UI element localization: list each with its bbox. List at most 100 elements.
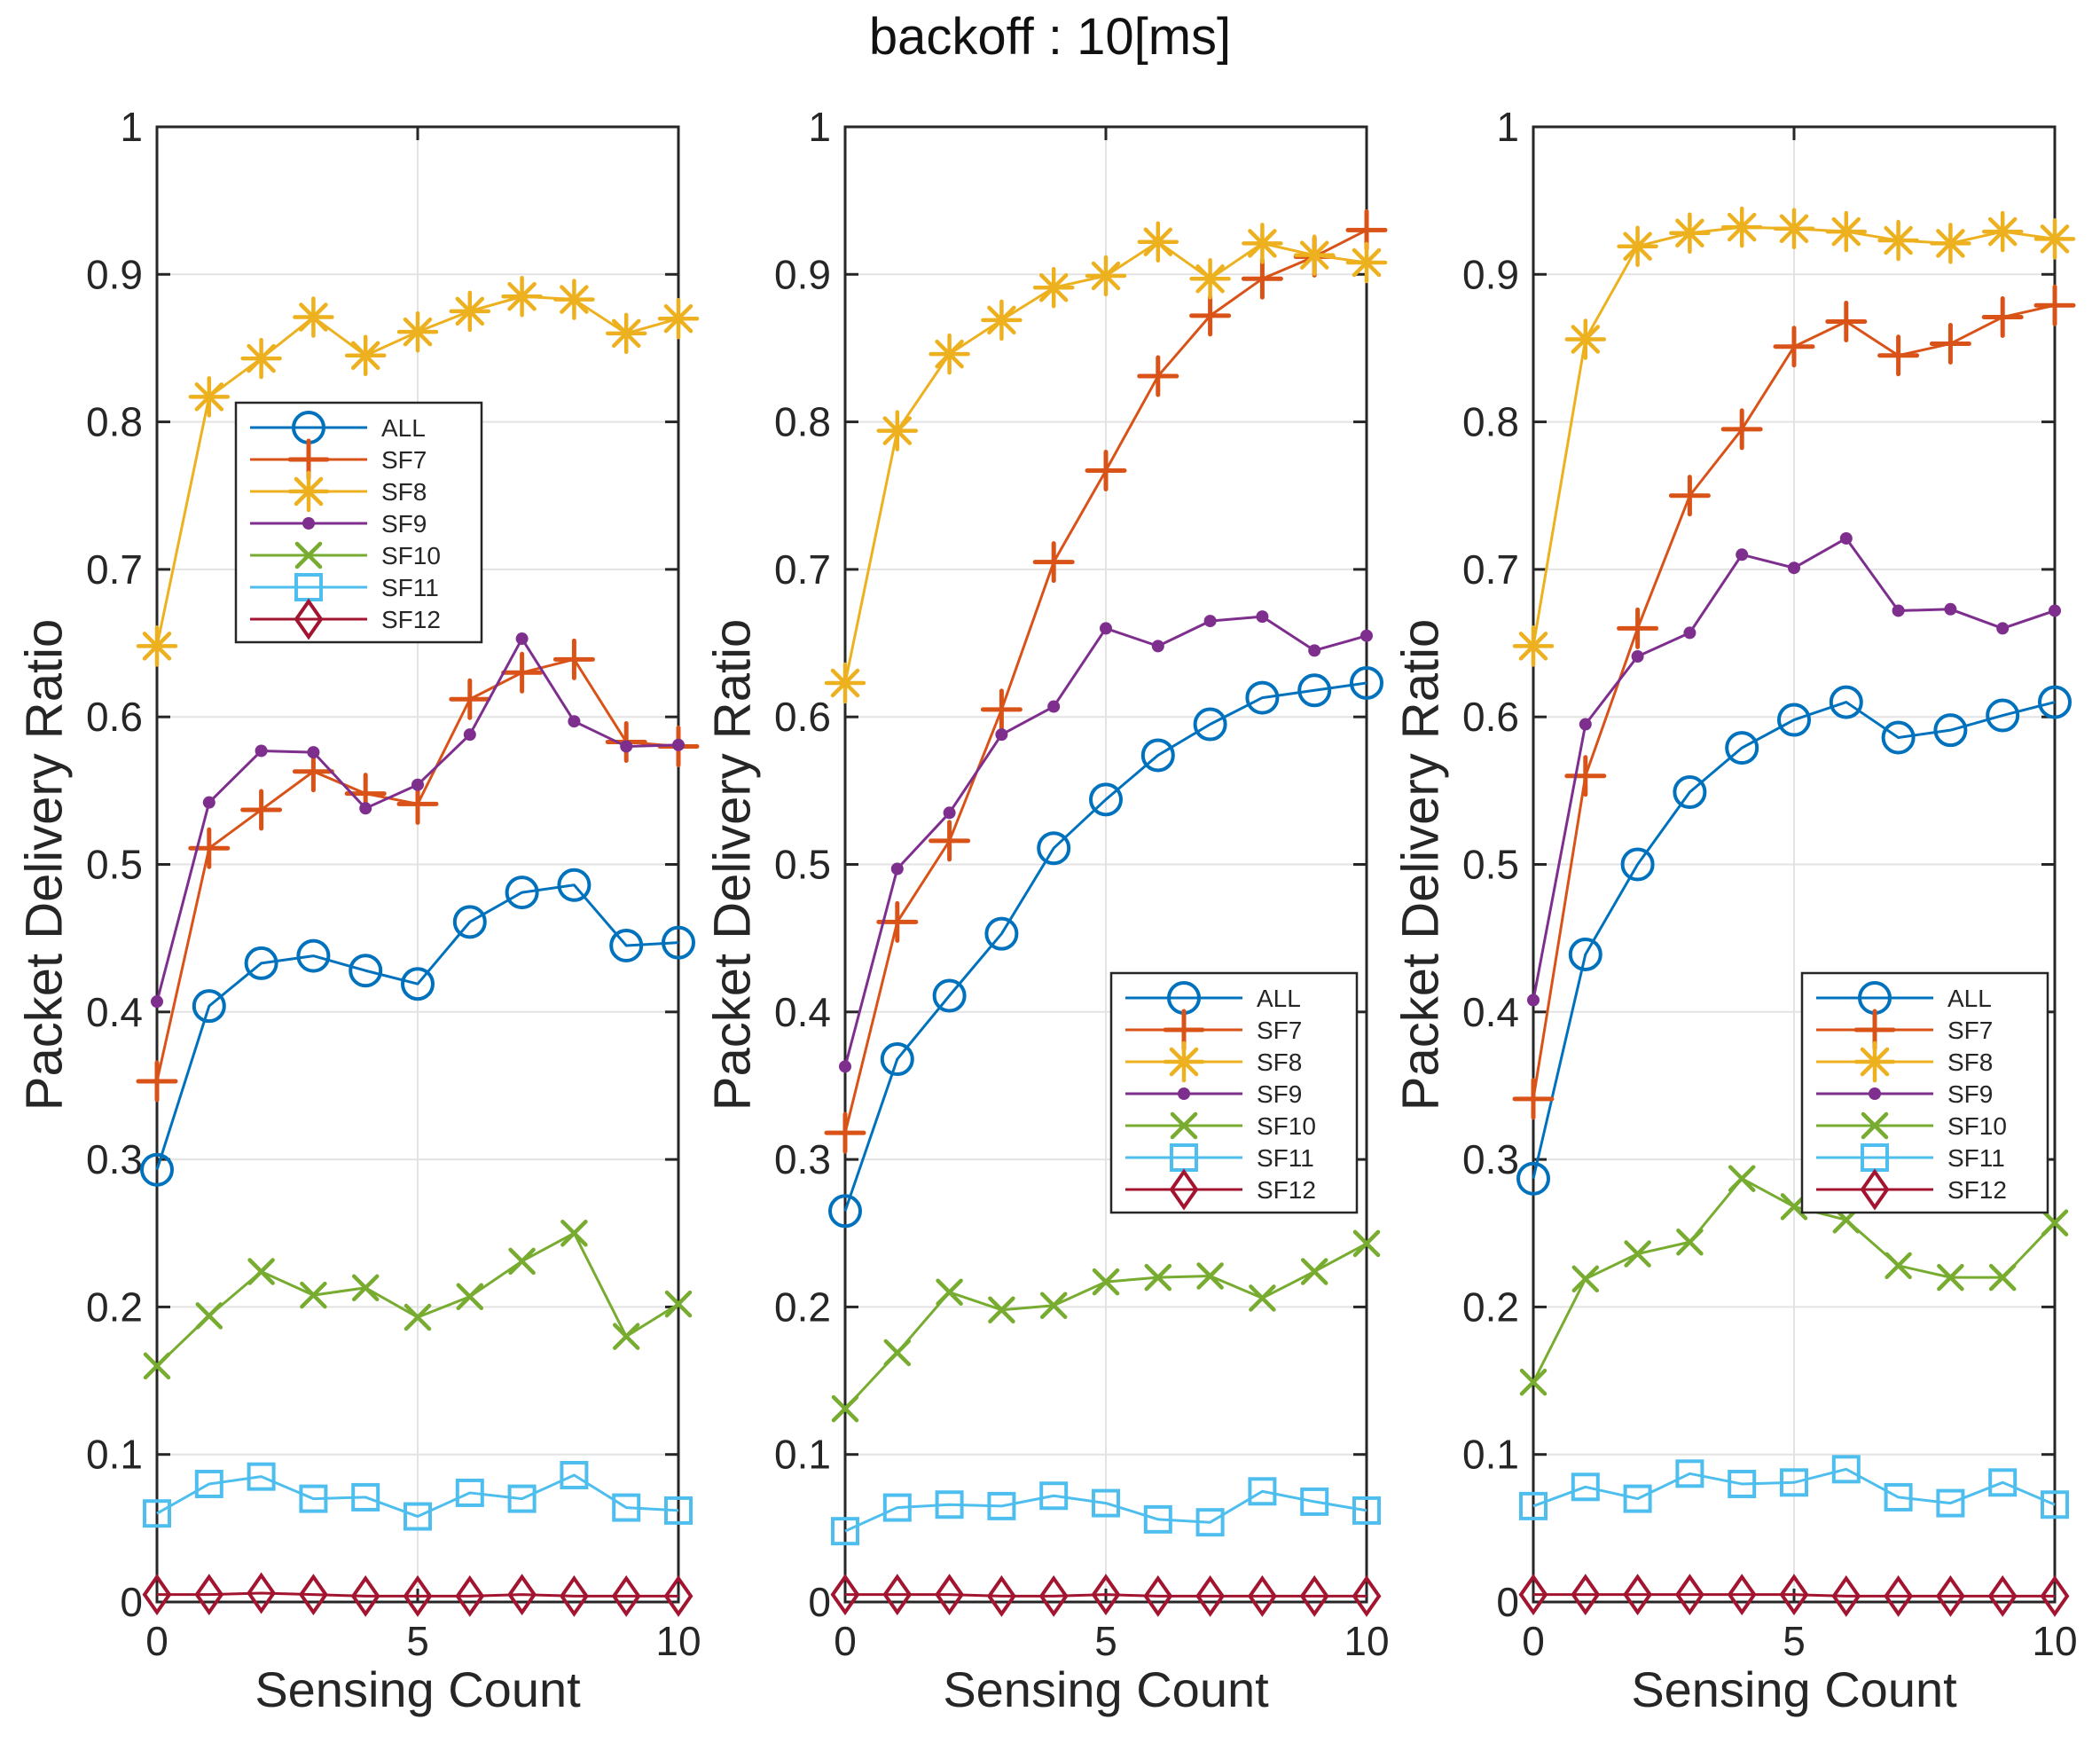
marker-ALL	[1140, 738, 1175, 773]
marker-SF8	[501, 275, 543, 318]
marker-SF10	[351, 1274, 380, 1302]
marker-SF11	[612, 1493, 641, 1522]
marker-SF7	[824, 1111, 866, 1154]
marker-SF11	[1728, 1469, 1757, 1498]
y-tick-label: 0.2	[774, 1284, 831, 1330]
marker-SF9	[1996, 622, 2010, 635]
marker-SF7	[1137, 355, 1179, 397]
marker-ALL	[1777, 703, 1811, 737]
marker-ALL	[1933, 713, 1968, 748]
marker-SF10	[1624, 1240, 1651, 1268]
marker-SF8	[824, 662, 866, 704]
legend-item-SF9: SF9	[250, 510, 427, 538]
legend-item-SF10: SF10	[1125, 1111, 1316, 1140]
marker-SF9	[1203, 615, 1217, 628]
x-tick-label: 5	[406, 1618, 429, 1664]
y-tick-label: 0.1	[1462, 1432, 1519, 1478]
marker-SF9	[1892, 604, 1905, 617]
y-tick-label: 0.7	[774, 546, 831, 593]
y-tick-label: 0.1	[86, 1432, 143, 1478]
marker-SF10-legend	[1170, 1111, 1198, 1140]
marker-SF7	[1189, 294, 1232, 337]
y-tick-label: 0.8	[774, 399, 831, 445]
legend-item-SF11: SF11	[1125, 1143, 1314, 1172]
legend: ALL SF7 SF8 SF9 SF10 SF11 SF12	[1109, 971, 1359, 1214]
marker-SF10	[1937, 1263, 1964, 1292]
marker-SF9	[1683, 626, 1696, 640]
marker-SF8	[657, 297, 700, 340]
x-tick-label: 10	[1344, 1618, 1389, 1664]
legend-item-SF10: SF10	[1816, 1111, 2007, 1140]
marker-SF9	[1308, 644, 1321, 657]
marker-SF12	[1884, 1574, 1914, 1617]
marker-SF12	[455, 1574, 485, 1617]
marker-SF10	[300, 1281, 327, 1309]
marker-SF9	[943, 806, 956, 820]
legend-label: ALL	[1947, 985, 1992, 1012]
marker-SF11	[1195, 1508, 1225, 1537]
marker-SF12	[1299, 1574, 1329, 1617]
marker-SF11	[299, 1484, 328, 1513]
x-axis-label-left: Sensing Count	[255, 1661, 581, 1717]
marker-SF8	[605, 312, 647, 355]
marker-SF10	[664, 1290, 693, 1318]
series-SF12-line	[845, 1593, 1367, 1598]
marker-SF11	[831, 1517, 859, 1546]
y-tick-label: 0	[1496, 1579, 1519, 1625]
marker-SF8	[553, 279, 595, 320]
legend-item-SF7: SF7	[1125, 1009, 1302, 1051]
marker-ALL	[932, 978, 967, 1013]
marker-SF7	[1981, 296, 2024, 339]
x-tick-label: 0	[1522, 1618, 1545, 1664]
legend-label: SF9	[1257, 1080, 1302, 1108]
marker-SF12	[1674, 1574, 1704, 1616]
marker-SF9	[307, 746, 320, 759]
marker-ALL	[1297, 673, 1332, 708]
marker-SF9	[620, 740, 633, 753]
x-tick-label: 10	[2032, 1618, 2077, 1664]
marker-SF8	[449, 290, 491, 333]
marker-SF8	[1981, 210, 2024, 253]
marker-ALL	[1037, 831, 1071, 866]
y-tick-label: 0.5	[1462, 842, 1519, 888]
marker-SF8	[1032, 267, 1075, 309]
marker-SF9	[1839, 531, 1853, 545]
y-tick-label: 0.2	[86, 1284, 143, 1330]
legend: ALL SF7 SF8 SF9 SF10 SF11 SF12	[1800, 971, 2049, 1214]
marker-ALL	[1568, 937, 1602, 971]
marker-ALL	[401, 967, 435, 1001]
marker-SF8	[1930, 223, 1971, 264]
marker-SF9	[1151, 640, 1164, 653]
y-axis-label-right: Packet Delivery Ratio	[1391, 618, 1450, 1111]
marker-SF8	[981, 299, 1023, 342]
marker-SF7	[1512, 1078, 1555, 1120]
marker-SF11	[664, 1496, 693, 1525]
marker-SF11	[194, 1469, 223, 1498]
y-tick-label: 0.1	[774, 1432, 831, 1478]
legend-label: SF10	[1947, 1112, 2007, 1140]
marker-SF11	[1884, 1482, 1913, 1512]
marker-ALL	[349, 954, 383, 988]
legend-item-SF7: SF7	[1816, 1009, 1993, 1051]
legend-label: SF10	[1257, 1112, 1316, 1140]
marker-SF10-legend	[1861, 1111, 1889, 1140]
marker-SF12	[559, 1574, 589, 1617]
legend-item-SF10: SF10	[250, 541, 441, 569]
marker-SF8	[1085, 255, 1127, 297]
marker-ALL	[984, 916, 1019, 951]
marker-SF10	[2041, 1209, 2069, 1237]
y-tick-label: 0.8	[1462, 399, 1519, 445]
marker-SF8-legend	[1163, 1040, 1205, 1083]
legend-item-SF9: SF9	[1816, 1080, 1993, 1108]
legend-label: SF7	[381, 446, 427, 474]
marker-SF9	[995, 728, 1008, 742]
marker-SF7	[1877, 334, 1920, 377]
marker-SF10	[247, 1258, 275, 1285]
y-tick-label: 0.6	[86, 694, 143, 740]
marker-SF10	[1196, 1262, 1224, 1290]
marker-SF11	[2041, 1490, 2069, 1519]
marker-SF7	[1241, 257, 1283, 300]
marker-SF7	[501, 651, 544, 694]
marker-SF9	[515, 632, 529, 646]
marker-SF10	[1144, 1263, 1172, 1292]
